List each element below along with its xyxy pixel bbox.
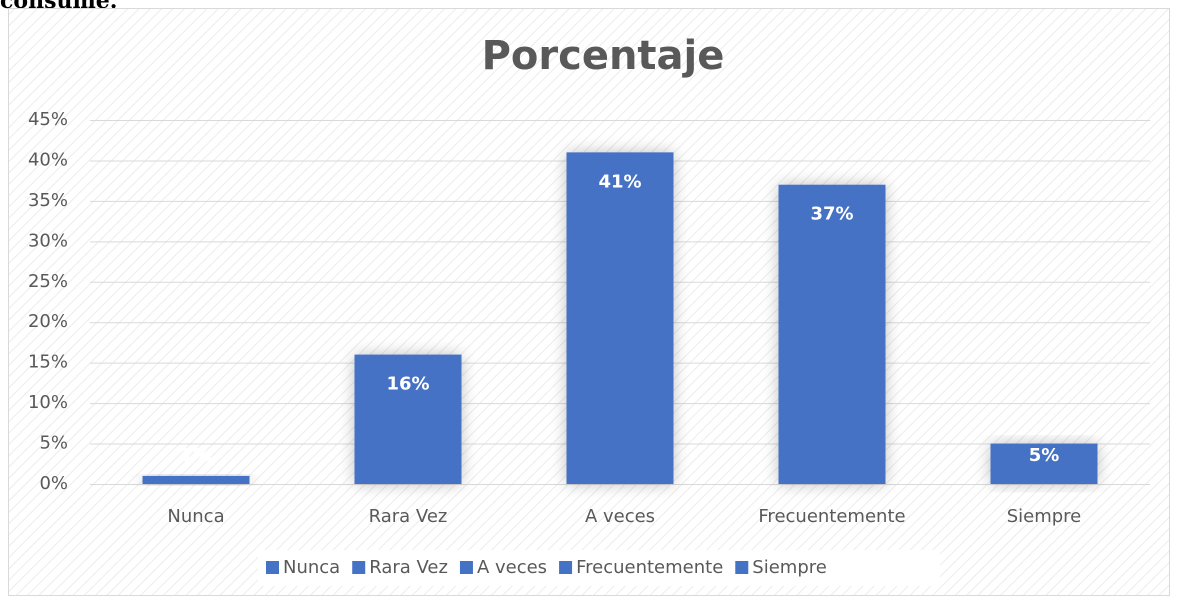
y-tick-label: 45% (28, 109, 68, 130)
y-tick-label: 5% (39, 433, 68, 454)
legend-label: Nunca (283, 557, 340, 578)
x-tick-label: A veces (585, 506, 655, 527)
legend-label: Siempre (752, 557, 827, 578)
bar (990, 443, 1098, 484)
y-tick-label: 40% (28, 149, 68, 170)
bar (778, 184, 886, 484)
x-tick-label: Frecuentemente (758, 506, 905, 527)
data-label: 37% (810, 204, 853, 225)
chart-title: Porcentaje (482, 33, 725, 79)
legend-label: A veces (477, 557, 547, 578)
legend-swatch (266, 561, 279, 574)
y-tick-label: 20% (28, 311, 68, 332)
data-label: 5% (1029, 445, 1060, 466)
legend-swatch (459, 561, 473, 574)
x-tick-label: Siempre (1007, 506, 1082, 527)
x-tick-label: Rara Vez (369, 506, 448, 527)
y-tick-label: 10% (28, 392, 68, 413)
y-tick-label: 35% (28, 190, 68, 211)
legend-label: Rara Vez (369, 557, 448, 578)
y-tick-label: 30% (28, 230, 68, 251)
data-label: 1% (181, 445, 212, 466)
y-tick-label: 25% (28, 271, 68, 292)
legend-box (258, 550, 940, 586)
legend-swatch (559, 561, 573, 574)
legend-swatch (352, 561, 366, 574)
bar (142, 475, 250, 484)
bar (354, 354, 462, 484)
y-tick-label: 15% (28, 352, 68, 373)
bar (566, 152, 674, 484)
y-tick-label: 0% (39, 473, 68, 494)
legend-label: Frecuentemente (576, 557, 723, 578)
legend-swatch (735, 561, 749, 574)
data-label: 16% (386, 374, 429, 395)
data-label: 41% (598, 171, 641, 192)
x-tick-label: Nunca (167, 506, 224, 527)
